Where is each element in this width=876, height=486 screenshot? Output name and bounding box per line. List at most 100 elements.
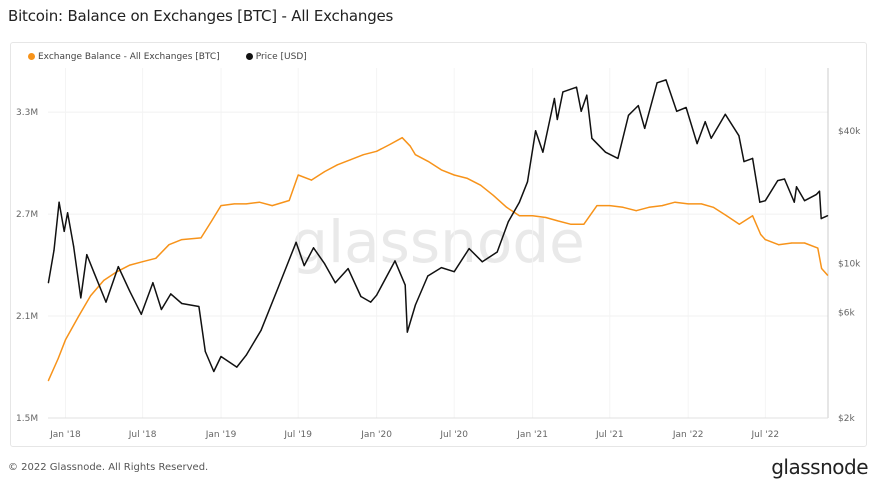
data-point	[556, 118, 558, 121]
legend: Exchange Balance - All Exchanges [BTC] P…	[28, 52, 307, 62]
data-point	[622, 206, 624, 208]
data-point	[518, 215, 521, 217]
data-point	[687, 203, 689, 205]
page-title: Bitcoin: Balance on Exchanges [BTC] - Al…	[8, 7, 394, 25]
data-point	[492, 194, 495, 197]
data-point	[47, 380, 50, 382]
data-point	[815, 193, 818, 196]
glassnode-logo: glassnode	[771, 455, 868, 479]
data-point	[213, 370, 215, 373]
data-point	[481, 261, 483, 263]
data-point	[627, 114, 630, 116]
x-tick-label: Jan '21	[516, 430, 548, 440]
data-point	[710, 137, 712, 139]
watermark: glassnode	[291, 208, 585, 276]
data-point	[414, 304, 417, 306]
data-point	[724, 113, 726, 115]
legend-dot-orange-icon	[28, 53, 35, 60]
y-right-tick-label: $10k	[838, 260, 861, 270]
y-right-tick-label: $40k	[838, 127, 861, 137]
y-right-tick-label: $6k	[838, 309, 855, 319]
data-point	[440, 267, 443, 269]
data-point	[350, 159, 352, 161]
data-point	[826, 274, 829, 276]
data-point	[394, 260, 396, 262]
legend-label: Exchange Balance - All Exchanges [BTC]	[38, 52, 220, 62]
x-tick-label: Jul '22	[751, 430, 780, 440]
data-point	[751, 215, 754, 217]
data-point	[117, 266, 119, 268]
data-point	[362, 154, 365, 156]
data-point	[47, 282, 50, 284]
data-point	[324, 263, 326, 265]
copyright: © 2022 Glassnode. All Rights Reserved.	[8, 462, 209, 473]
data-point	[324, 171, 326, 173]
data-point	[725, 215, 728, 217]
data-point	[440, 169, 443, 171]
data-point	[648, 206, 650, 208]
data-point	[468, 248, 470, 250]
data-point	[644, 127, 646, 130]
data-point	[743, 161, 745, 163]
data-point	[777, 244, 780, 246]
x-tick-label: Jan '18	[49, 430, 81, 440]
data-point	[129, 264, 131, 266]
data-point	[401, 137, 403, 139]
data-point	[562, 91, 564, 93]
data-point	[783, 178, 786, 180]
data-point	[591, 137, 593, 139]
data-point	[637, 105, 639, 107]
data-point	[535, 130, 537, 132]
data-point	[376, 150, 378, 152]
data-point	[72, 245, 75, 247]
data-point	[738, 135, 740, 137]
x-tick-label: Jan '20	[360, 430, 392, 440]
data-point	[310, 179, 313, 181]
data-point	[676, 110, 678, 112]
x-tick-label: Jul '20	[439, 430, 468, 440]
data-point	[764, 239, 766, 241]
data-point	[507, 221, 509, 223]
data-point	[704, 121, 706, 123]
data-point	[751, 157, 754, 159]
data-point	[764, 200, 766, 202]
legend-item-balance[interactable]: Exchange Balance - All Exchanges [BTC]	[28, 52, 220, 62]
data-point	[818, 190, 821, 192]
data-point	[480, 184, 482, 186]
data-point	[198, 305, 200, 308]
data-point	[409, 145, 411, 147]
x-tick-label: Jul '21	[595, 430, 624, 440]
data-point	[580, 110, 582, 112]
data-point	[58, 201, 60, 203]
data-point	[336, 164, 339, 166]
data-point	[635, 210, 637, 212]
y-left-tick-label: 2.7M	[16, 210, 38, 220]
x-tick-label: Jan '22	[672, 430, 704, 440]
data-point	[360, 295, 362, 298]
data-point	[760, 233, 762, 236]
data-point	[258, 201, 261, 203]
data-point	[334, 282, 336, 284]
x-tick-label: Jan '19	[205, 430, 237, 440]
data-point	[347, 268, 349, 270]
data-point	[105, 301, 107, 303]
data-point	[696, 142, 698, 145]
data-point	[181, 239, 183, 241]
data-point	[506, 206, 508, 208]
data-point	[820, 218, 822, 220]
data-point	[414, 154, 417, 156]
data-point	[376, 294, 378, 296]
data-point	[245, 203, 247, 205]
data-point	[288, 199, 290, 202]
data-point	[312, 247, 315, 249]
data-point	[466, 177, 469, 180]
data-point	[427, 160, 429, 163]
data-point	[297, 174, 299, 176]
data-point	[200, 237, 202, 239]
data-point	[142, 261, 144, 263]
legend-item-price[interactable]: Price [USD]	[245, 52, 307, 62]
y-left-tick-label: 1.5M	[16, 414, 38, 424]
legend-label: Price [USD]	[255, 52, 307, 62]
data-point	[496, 251, 498, 253]
data-point	[518, 201, 521, 203]
